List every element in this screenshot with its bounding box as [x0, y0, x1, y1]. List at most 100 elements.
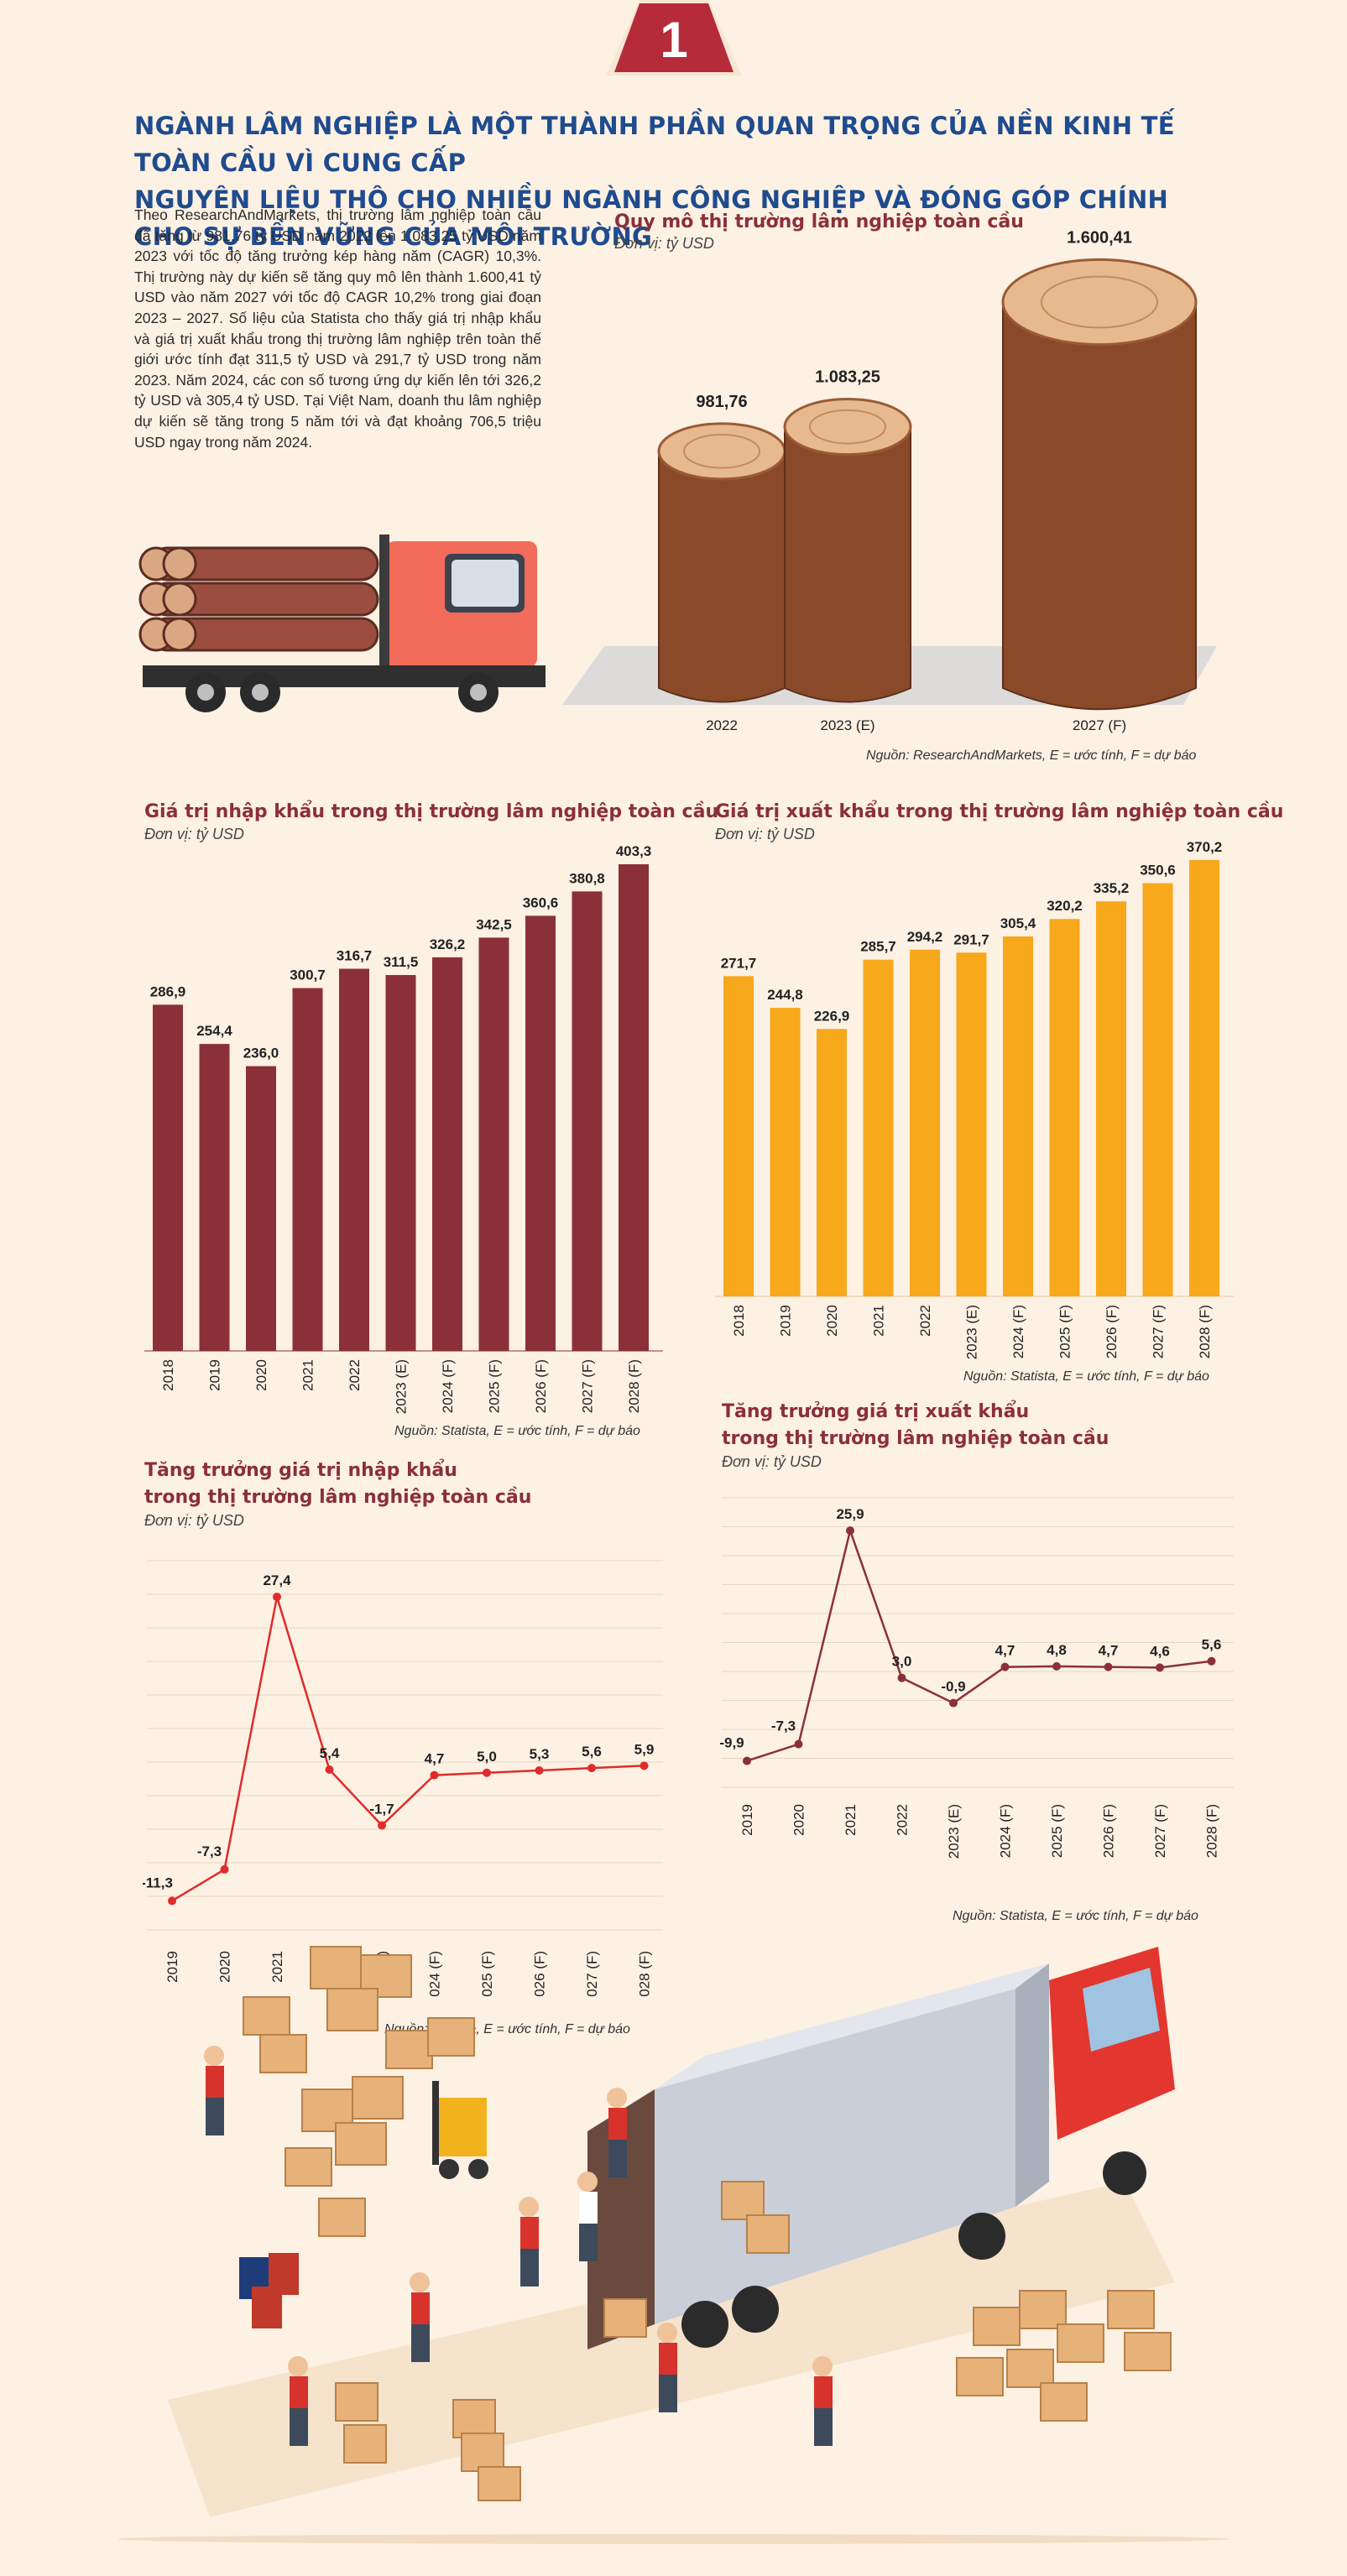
bar-category-label: 2018 [160, 1359, 176, 1391]
bar [1096, 901, 1126, 1296]
export-growth-title-1: Tăng trưởng giá trị xuất khẩu [722, 1401, 1030, 1422]
bar-value-label: 320,2 [1047, 898, 1083, 914]
imports-chart-source: Nguồn: Statista, E = ước tính, F = dự bá… [394, 1424, 640, 1438]
x-category-label: 2020 [217, 1951, 233, 1983]
bar-value-label: 326,2 [430, 936, 466, 952]
bar-value-label: 291,7 [953, 931, 989, 947]
data-value-label: -7,3 [197, 1843, 222, 1859]
bar-value-label: 300,7 [290, 967, 326, 983]
exports-bar-chart: 271,7 2018 244,8 2019 226,9 2020 285,7 2021 294,… [715, 839, 1234, 1359]
bar-category-label: 2019 [778, 1305, 794, 1337]
market-bar-log-top [783, 398, 912, 456]
exports-chart-title: Giá trị xuất khẩu trong thị trường lâm n… [715, 801, 1284, 822]
data-value-label: 4,7 [1099, 1643, 1119, 1659]
x-category-label: 2020 [791, 1804, 807, 1836]
market-bar-log-ring [1041, 275, 1158, 329]
data-value-label: 4,7 [995, 1643, 1015, 1659]
x-category-label: 2021 [269, 1951, 285, 1983]
bar [339, 968, 369, 1351]
bar-category-label: 2028 (F) [1197, 1305, 1213, 1358]
bar-value-label: 226,9 [814, 1008, 850, 1024]
data-point [794, 1739, 803, 1749]
data-point [846, 1526, 854, 1536]
bar [385, 975, 416, 1351]
bar-value-label: 350,6 [1140, 863, 1176, 879]
data-value-label: -7,3 [771, 1718, 796, 1734]
market-bar-log [1002, 301, 1197, 711]
imports-chart-title: Giá trị nhập khẩu trong thị trường lâm n… [144, 801, 719, 822]
data-point [640, 1761, 649, 1770]
bar [199, 1044, 230, 1351]
data-value-label: 27,4 [263, 1572, 291, 1588]
bar-category-label: 2019 [207, 1359, 223, 1391]
exports-chart-unit: Đơn vị: tỷ USD [715, 826, 815, 842]
export-growth-source: Nguồn: Statista, E = ước tính, F = dự bá… [953, 1909, 1198, 1923]
data-point [1000, 1662, 1010, 1671]
bar-category-label: 2022 [917, 1305, 933, 1337]
data-value-label: 25,9 [836, 1506, 864, 1522]
bar [723, 976, 754, 1296]
bar-category-label: 2025 (F) [487, 1359, 503, 1413]
data-point [483, 1768, 491, 1777]
data-point [587, 1764, 596, 1773]
market-chart-unit: Đơn vị: tỷ USD [614, 235, 714, 252]
bar [525, 915, 556, 1351]
headline-line-1: NGÀNH LÂM NGHIỆP LÀ MỘT THÀNH PHẦN QUAN … [134, 112, 1175, 177]
data-point [897, 1673, 906, 1682]
bar [292, 988, 323, 1351]
export-growth-title-2: trong thị trường lâm nghiệp toàn cầu [722, 1428, 1109, 1449]
imports-chart-unit: Đơn vị: tỷ USD [144, 826, 244, 842]
market-chart-title: Quy mô thị trường lâm nghiệp toàn cầu [614, 211, 1024, 232]
market-value-label: 981,76 [696, 393, 747, 411]
data-value-label: 5,6 [582, 1744, 602, 1760]
data-value-label: -9,9 [719, 1735, 744, 1751]
import-growth-line-chart: -11,32019-7,3202027,420215,42022-1,72023… [143, 1560, 663, 1997]
x-category-label: 2023 (E) [946, 1804, 962, 1859]
market-bar-log-ring [809, 409, 886, 445]
data-value-label: -0,9 [941, 1679, 965, 1695]
series-line [746, 1526, 1212, 1762]
data-point [273, 1593, 281, 1602]
bar [1049, 919, 1080, 1296]
market-category-label: 2022 [706, 717, 738, 733]
bar-category-label: 2020 [253, 1359, 269, 1391]
data-value-label: 5,0 [477, 1749, 497, 1765]
bar-category-label: 2023 (E) [394, 1359, 410, 1414]
workers-icon [204, 2046, 833, 2446]
x-category-label: 2021 [843, 1804, 859, 1836]
bar-category-label: 2026 (F) [533, 1359, 549, 1413]
market-chart-source: Nguồn: ResearchAndMarkets, E = ước tính,… [866, 748, 1197, 763]
bar-value-label: 311,5 [384, 954, 419, 970]
x-category-label: 2019 [739, 1804, 755, 1836]
bar-value-label: 271,7 [721, 955, 757, 971]
log-truck-illustration [138, 534, 546, 712]
section-number: 1 [660, 12, 687, 68]
bar [246, 1066, 276, 1351]
delivery-truck-icon [587, 1947, 1175, 2349]
bar-value-label: 236,0 [243, 1046, 279, 1061]
market-value-label: 1.083,25 [815, 368, 880, 387]
bar-value-label: 360,6 [523, 894, 559, 910]
data-point [949, 1698, 958, 1708]
data-value-label: 5,9 [634, 1741, 655, 1757]
data-value-label: 5,3 [530, 1746, 550, 1762]
bar [863, 959, 894, 1296]
x-category-label: 2026 (F) [1101, 1804, 1117, 1858]
headline-line-2: NGUYÊN LIỆU THÔ CHO NHIỀU NGÀNH CÔNG NGH… [134, 185, 1169, 251]
data-point [1207, 1656, 1216, 1666]
import-growth-unit: Đơn vị: tỷ USD [144, 1512, 244, 1529]
market-bar-log-top [1001, 258, 1198, 347]
market-chart: 981,76 2022 1.083,25 2023 (E) 1.600,41 2027 (… [562, 228, 1217, 733]
bar-value-label: 294,2 [907, 929, 943, 945]
bar-category-label: 2024 (F) [440, 1359, 456, 1413]
bar [153, 1004, 183, 1351]
section-number-badge: 1 [606, 0, 742, 76]
data-value-label: 4,8 [1047, 1642, 1067, 1658]
market-bar-log [658, 450, 786, 703]
data-value-label: 3,0 [892, 1654, 912, 1670]
bar-value-label: 285,7 [860, 939, 896, 955]
bar-value-label: 244,8 [767, 987, 803, 1003]
bar-category-label: 2024 (F) [1010, 1305, 1026, 1358]
bar-category-label: 2025 (F) [1057, 1305, 1073, 1358]
bar [478, 937, 509, 1351]
